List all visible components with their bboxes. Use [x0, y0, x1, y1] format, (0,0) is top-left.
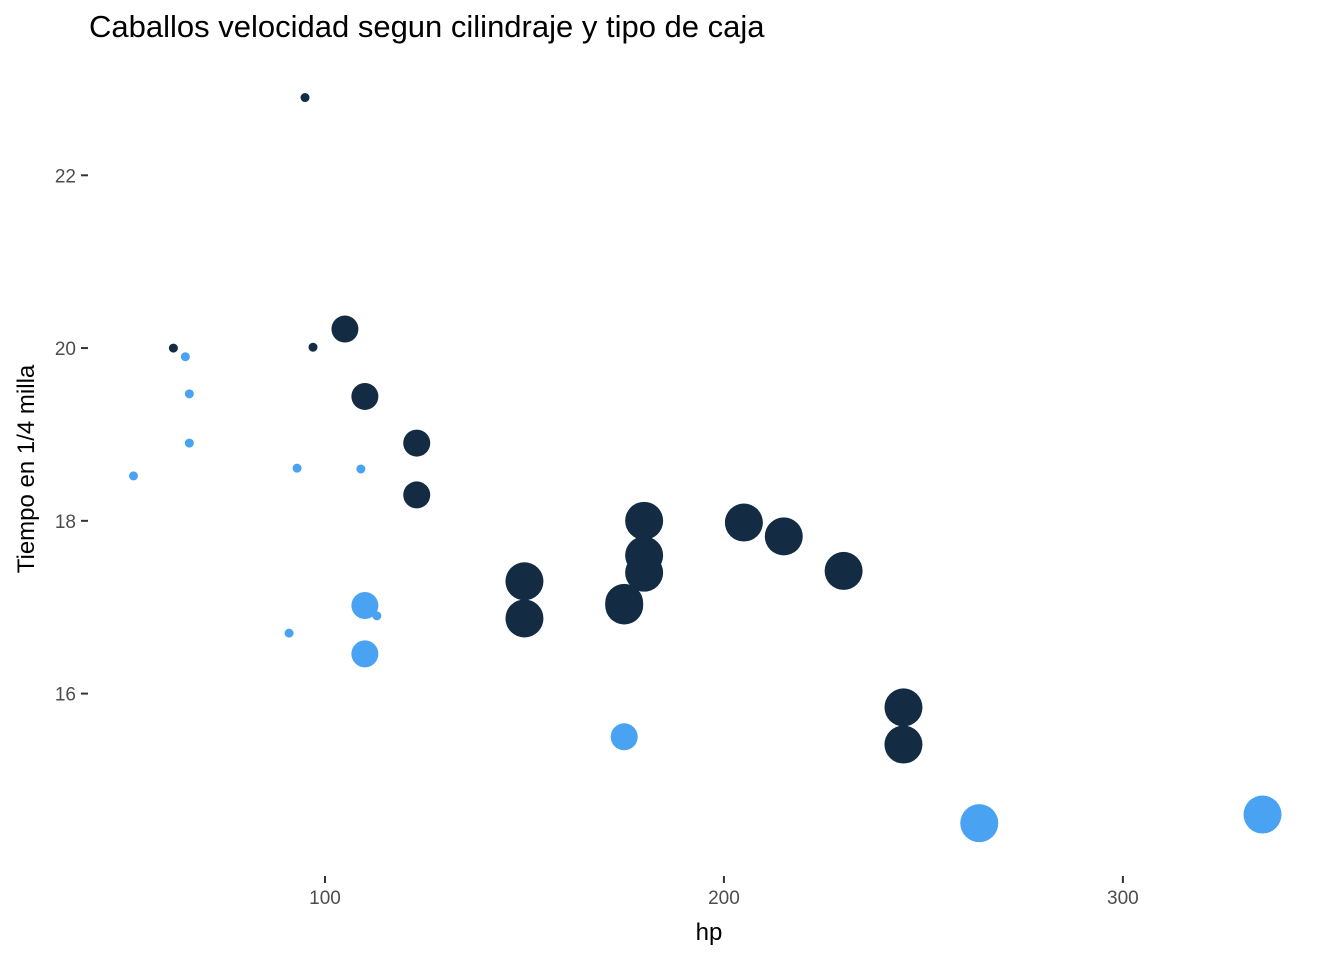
- points-layer: [128, 93, 1282, 843]
- y-tick-label: 18: [55, 512, 76, 533]
- data-point: [351, 640, 379, 668]
- data-point: [403, 429, 431, 457]
- data-point: [331, 315, 359, 343]
- x-axis-title: hp: [696, 919, 723, 946]
- x-tick-label: 100: [309, 888, 341, 909]
- data-point: [180, 352, 190, 362]
- data-point: [724, 503, 763, 542]
- data-point: [403, 481, 431, 509]
- data-point: [292, 463, 302, 473]
- y-tick-label: 22: [55, 166, 76, 187]
- data-point: [505, 599, 544, 638]
- y-axis-title: Tiempo en 1/4 milla: [13, 364, 40, 573]
- data-point: [505, 562, 544, 601]
- data-point: [824, 551, 863, 590]
- data-point: [284, 628, 294, 638]
- data-point: [308, 342, 318, 352]
- data-point: [605, 583, 644, 622]
- data-point: [184, 438, 194, 448]
- x-axis: 100 200 300: [309, 876, 1139, 909]
- data-point: [764, 517, 803, 556]
- data-point: [168, 343, 178, 353]
- data-point: [960, 804, 999, 843]
- x-tick-label: 300: [1107, 888, 1139, 909]
- y-axis: 16 18 20 22: [55, 166, 88, 706]
- chart-title: Caballos velocidad segun cilindraje y ti…: [89, 9, 765, 44]
- data-point: [625, 536, 664, 575]
- data-point: [625, 501, 664, 540]
- data-point: [610, 723, 638, 751]
- data-point: [128, 471, 138, 481]
- data-point: [351, 382, 379, 410]
- data-point: [300, 93, 310, 103]
- x-tick-label: 200: [708, 888, 740, 909]
- data-point: [184, 389, 194, 399]
- data-point: [884, 688, 923, 727]
- data-point: [1243, 795, 1282, 834]
- data-point: [351, 591, 379, 619]
- y-tick-label: 20: [55, 339, 76, 360]
- y-tick-label: 16: [55, 685, 76, 706]
- data-point: [356, 464, 366, 474]
- data-point: [884, 725, 923, 764]
